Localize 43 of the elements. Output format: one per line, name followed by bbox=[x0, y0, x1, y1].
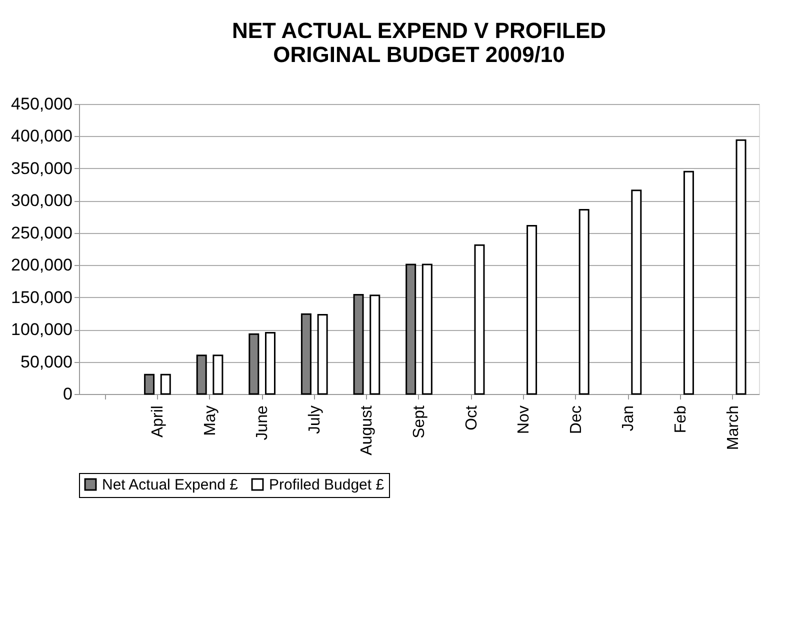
x-tick-label: Dec bbox=[568, 406, 585, 434]
y-tick-label: 50,000 bbox=[20, 352, 72, 372]
bar bbox=[317, 314, 328, 395]
bar bbox=[422, 264, 432, 395]
x-tick-label: Sept bbox=[411, 404, 428, 438]
x-tick-label: Jan bbox=[620, 406, 638, 432]
y-tick-label: 0 bbox=[63, 384, 72, 404]
bar bbox=[248, 333, 260, 395]
x-tick-label: July bbox=[306, 406, 324, 434]
bar bbox=[406, 264, 416, 395]
x-tick-label: June bbox=[254, 405, 272, 440]
y-tick-label: 400,000 bbox=[11, 126, 72, 146]
bar bbox=[212, 354, 224, 395]
bar bbox=[160, 374, 171, 395]
bar bbox=[578, 208, 590, 395]
x-tick-label: May bbox=[202, 406, 219, 436]
x-tick-label: March bbox=[724, 406, 742, 450]
bar bbox=[300, 313, 312, 395]
y-tick-label: 100,000 bbox=[11, 320, 72, 340]
y-tick-label: 200,000 bbox=[11, 256, 72, 275]
bar bbox=[736, 139, 746, 395]
bar bbox=[144, 374, 155, 395]
y-tick-label: 450,000 bbox=[11, 94, 72, 114]
bar bbox=[526, 225, 538, 395]
y-tick-label: 150,000 bbox=[11, 288, 72, 307]
x-tick-label: Nov bbox=[516, 406, 533, 434]
legend-label: Profiled Budget £ bbox=[269, 476, 385, 494]
y-tick-label: 300,000 bbox=[11, 191, 72, 210]
y-tick-label: 250,000 bbox=[11, 223, 72, 242]
x-tick-label: Feb bbox=[672, 405, 690, 434]
bar bbox=[370, 294, 380, 395]
x-tick-label: April bbox=[149, 406, 166, 438]
bar bbox=[265, 332, 276, 395]
x-tick-label: Oct bbox=[463, 404, 480, 430]
bar bbox=[353, 294, 364, 395]
legend-label: Net Actual Expend £ bbox=[102, 476, 239, 494]
chart-title: NET ACTUAL EXPEND V PROFILED ORIGINAL BUDGET 2009/10 bbox=[232, 18, 606, 67]
y-tick-label: 350,000 bbox=[11, 158, 72, 178]
bar bbox=[631, 190, 642, 395]
bar bbox=[196, 354, 207, 395]
x-tick-label: August bbox=[358, 404, 376, 456]
bar bbox=[474, 244, 485, 395]
bar bbox=[683, 170, 694, 395]
